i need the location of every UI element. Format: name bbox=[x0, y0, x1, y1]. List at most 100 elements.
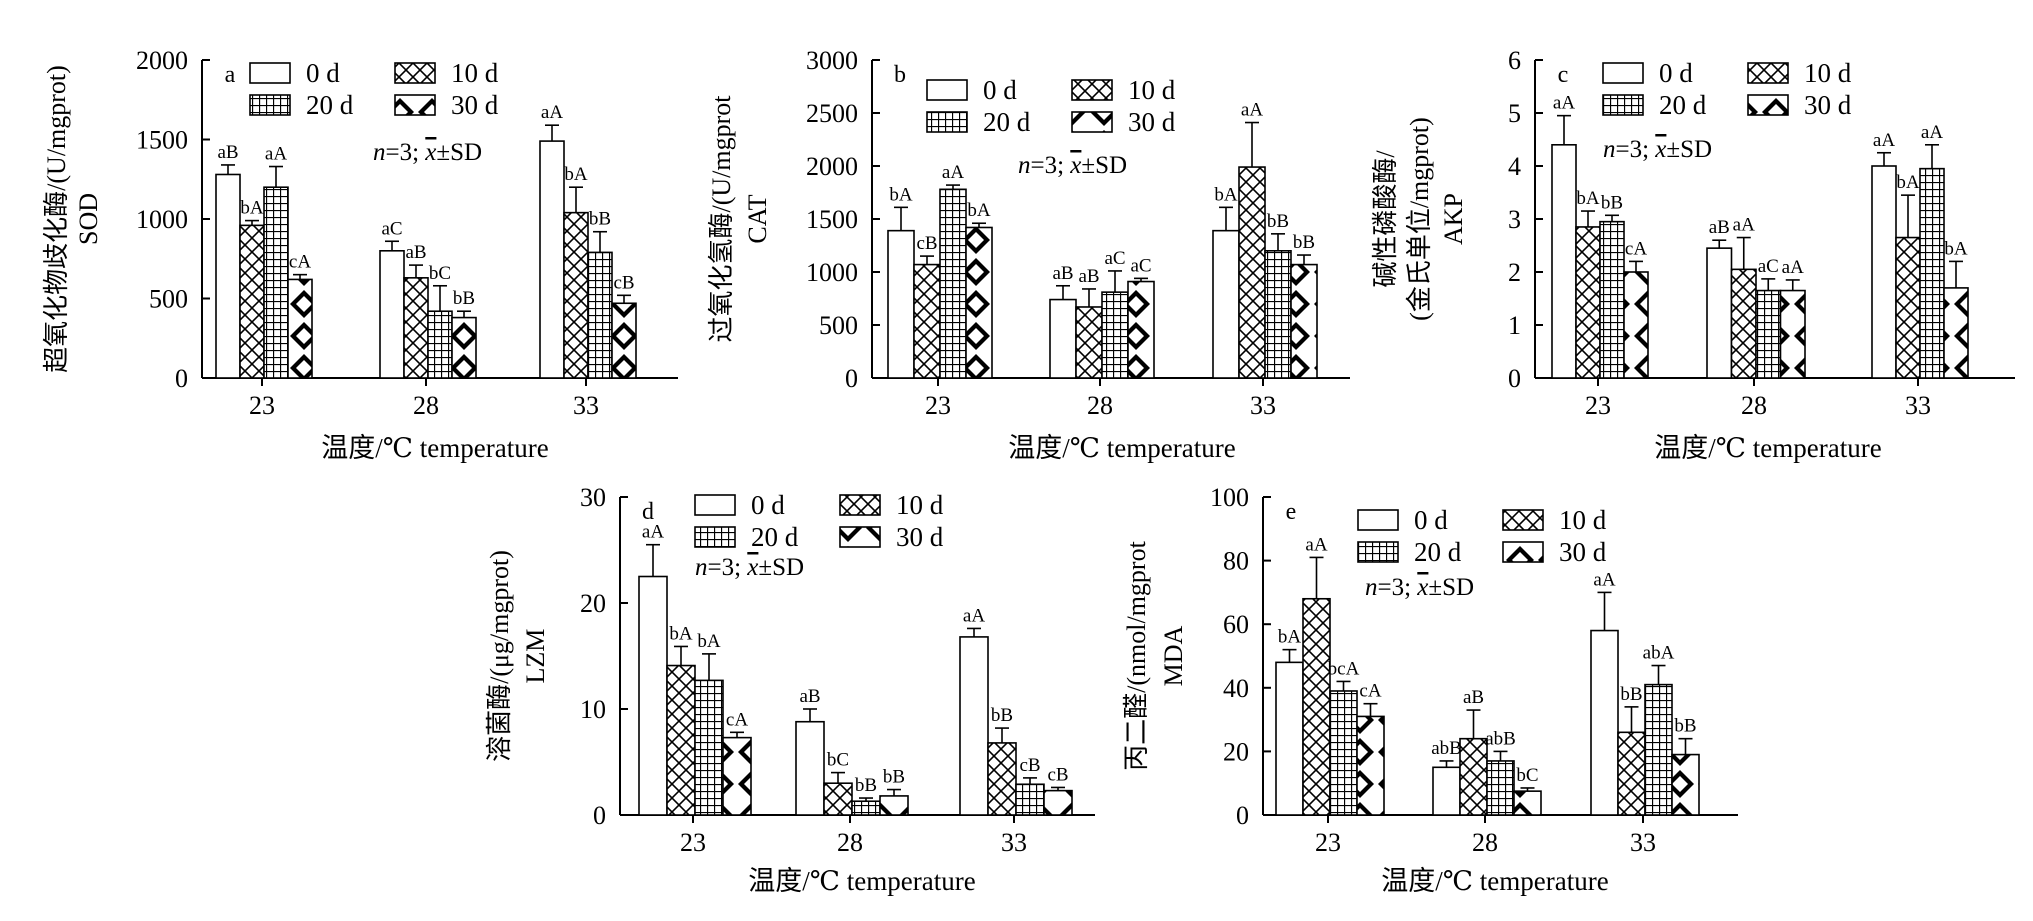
bar bbox=[638, 575, 668, 816]
significance-label: bB bbox=[1293, 232, 1315, 253]
y-axis-label: 过氧化氢酶/(U/mgprot bbox=[707, 95, 736, 343]
x-axis-label: 温度/℃ temperature bbox=[1381, 866, 1608, 896]
significance-label: abA bbox=[1643, 643, 1675, 664]
bar bbox=[379, 250, 405, 379]
legend-label: 10 d bbox=[451, 58, 499, 88]
significance-label: bC bbox=[429, 263, 451, 284]
significance-label: cA bbox=[1359, 681, 1381, 702]
significance-label: abB bbox=[1431, 738, 1462, 759]
bar bbox=[451, 316, 477, 379]
bar bbox=[427, 310, 453, 379]
bar bbox=[1575, 226, 1601, 379]
bar bbox=[1644, 683, 1673, 816]
bar bbox=[1551, 144, 1577, 379]
bar bbox=[1238, 166, 1266, 379]
bar bbox=[1590, 629, 1619, 816]
stat-note-sd: ±SD bbox=[758, 554, 804, 581]
bar bbox=[1486, 760, 1515, 816]
legend-label: 20 d bbox=[983, 107, 1031, 137]
bar bbox=[1329, 690, 1358, 816]
stat-note-sd: ±SD bbox=[1081, 152, 1127, 179]
legend-swatch bbox=[694, 494, 736, 516]
y-tick-label: 100 bbox=[1210, 483, 1249, 512]
significance-label: bA bbox=[669, 623, 693, 644]
stat-note-eq: =3; bbox=[386, 139, 426, 166]
panel-letter: b bbox=[894, 62, 906, 88]
x-axis-label: 温度/℃ temperature bbox=[1008, 433, 1235, 463]
y-tick-label: 20 bbox=[1223, 737, 1249, 766]
y-axis-label: SOD bbox=[74, 193, 103, 245]
y-axis-label: (金氏单位/mgprot) bbox=[1405, 117, 1434, 321]
y-tick-label: 2000 bbox=[806, 152, 858, 181]
bar bbox=[1895, 236, 1921, 379]
significance-label: aB bbox=[1052, 263, 1073, 284]
significance-label: bB bbox=[453, 288, 475, 309]
bar bbox=[1599, 220, 1625, 379]
legend-swatch bbox=[1357, 541, 1399, 563]
x-axis-label: 温度/℃ temperature bbox=[748, 866, 975, 896]
bar bbox=[263, 186, 289, 379]
bar bbox=[1290, 263, 1318, 379]
legend-label: 0 d bbox=[983, 75, 1017, 105]
significance-label: aA bbox=[642, 522, 664, 543]
bar bbox=[1015, 783, 1045, 816]
y-tick-label: 10 bbox=[580, 695, 606, 724]
significance-label: bcA bbox=[1328, 658, 1360, 679]
bar bbox=[1264, 250, 1292, 379]
legend-label: 10 d bbox=[1559, 505, 1607, 535]
legend: 0 d 10 d 20 d 30 d bbox=[926, 75, 1176, 137]
stat-note-sd: ±SD bbox=[436, 139, 482, 166]
significance-label: bB bbox=[855, 775, 877, 796]
significance-label: aA bbox=[1553, 93, 1575, 114]
bar bbox=[1871, 165, 1897, 379]
bar bbox=[694, 679, 724, 816]
bar bbox=[1356, 715, 1385, 816]
y-tick-label: 1500 bbox=[806, 205, 858, 234]
legend-swatch bbox=[1071, 111, 1113, 133]
significance-label: aB bbox=[799, 686, 820, 707]
legend-swatch bbox=[249, 94, 291, 116]
legend-label: 20 d bbox=[1659, 90, 1707, 120]
bar bbox=[1706, 247, 1733, 379]
y-tick-label: 0 bbox=[1236, 801, 1249, 830]
y-axis-label: 碱性磷酸酶/ bbox=[1371, 150, 1400, 288]
significance-label: bB bbox=[589, 209, 611, 230]
bar bbox=[215, 173, 241, 379]
legend-swatch bbox=[926, 79, 968, 101]
legend-swatch bbox=[1602, 94, 1644, 116]
y-tick-label: 60 bbox=[1223, 610, 1249, 639]
bar bbox=[823, 782, 853, 816]
bar bbox=[403, 277, 429, 379]
x-tick-label: 28 bbox=[413, 391, 439, 420]
stat-note-n: n bbox=[1365, 574, 1378, 601]
x-tick-label: 23 bbox=[1585, 391, 1611, 420]
bar bbox=[1459, 737, 1488, 816]
legend-swatch bbox=[1747, 94, 1789, 116]
legend-label: 0 d bbox=[1659, 58, 1693, 88]
stat-note-eq: =3; bbox=[1031, 152, 1071, 179]
bar bbox=[1919, 167, 1945, 379]
y-tick-label: 0 bbox=[1508, 364, 1521, 393]
panel-letter: c bbox=[1558, 62, 1569, 88]
stat-note-sd: ±SD bbox=[1428, 574, 1474, 601]
legend-swatch bbox=[839, 494, 881, 516]
x-tick-label: 28 bbox=[1087, 391, 1113, 420]
stat-note-xbar: x bbox=[746, 554, 758, 581]
significance-label: bA bbox=[564, 164, 588, 185]
bar bbox=[939, 188, 967, 379]
panel-letter: a bbox=[225, 62, 236, 88]
significance-label: aA bbox=[1873, 130, 1895, 151]
significance-label: bA bbox=[889, 184, 913, 205]
bar bbox=[1617, 731, 1646, 816]
y-tick-label: 2500 bbox=[806, 99, 858, 128]
bar bbox=[959, 636, 989, 816]
bar bbox=[913, 263, 941, 379]
y-tick-label: 2 bbox=[1508, 258, 1521, 287]
significance-label: aB bbox=[217, 142, 238, 163]
legend-label: 30 d bbox=[896, 522, 944, 552]
legend-label: 30 d bbox=[451, 90, 499, 120]
stat-note-xbar: x bbox=[1069, 152, 1081, 179]
y-tick-label: 1500 bbox=[136, 126, 188, 155]
